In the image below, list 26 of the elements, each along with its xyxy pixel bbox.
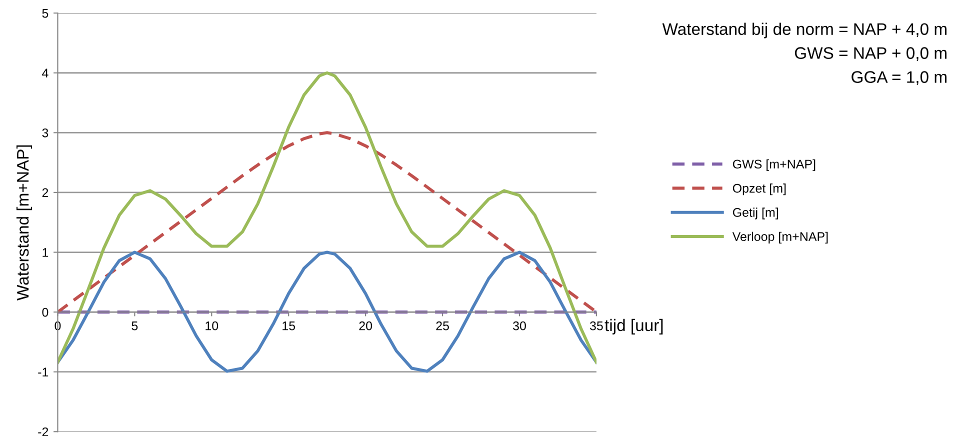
y-axis-title: Waterstand [m+NAP]	[16, 145, 32, 300]
legend-label: Verloop [m+NAP]	[732, 232, 828, 244]
y-tick-label: -1	[38, 368, 48, 376]
x-tick-label: 35	[590, 321, 603, 330]
x-tick-label: 30	[513, 321, 526, 330]
line-series	[58, 131, 596, 314]
x-axis-title: tijd [uur]	[604, 318, 663, 334]
x-tick-label: 5	[132, 322, 138, 330]
text: GWS = NAP + 0,0 m	[794, 47, 946, 61]
y-tick-label: 5	[42, 9, 48, 18]
x-tick-label: 10	[206, 321, 218, 330]
text: Waterstand bij de norm = NAP + 4,0 m	[662, 22, 946, 38]
y-tick-label: 4	[42, 68, 48, 78]
text: GGA = 1,0 m	[852, 71, 946, 85]
y-tick-label: 0	[42, 308, 48, 317]
y-tick-label: 3	[42, 128, 48, 138]
y-tick-label: 2	[42, 188, 48, 197]
y-tick-label: 1	[42, 248, 48, 257]
x-tick-label: 0	[54, 321, 61, 330]
x-tick-label: 15	[282, 322, 296, 330]
legend-label: Opzet [m]	[732, 184, 786, 196]
x-tick-label: 20	[359, 321, 372, 330]
legend-label: GWS [m+NAP]	[732, 159, 816, 172]
y-tick-label: -2	[38, 427, 48, 436]
legend-label: Getij [m]	[732, 208, 778, 220]
x-tick-label: 25	[436, 321, 449, 330]
